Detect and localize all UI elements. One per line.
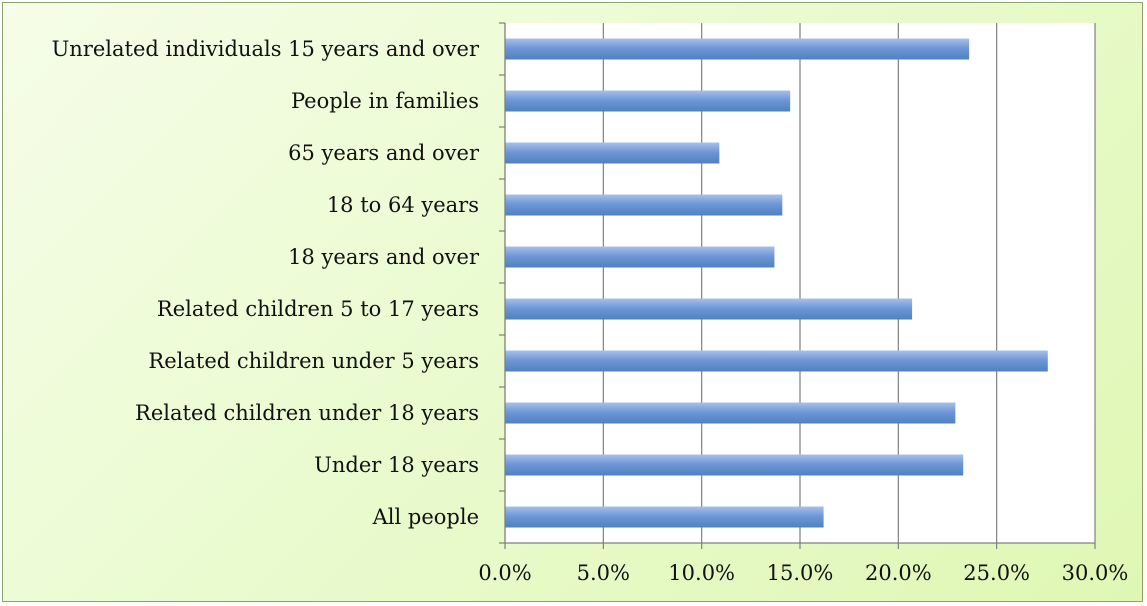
bar: [505, 454, 964, 476]
x-tick-label: 30.0%: [1062, 561, 1129, 585]
bars: [505, 38, 1048, 528]
bar: [505, 142, 720, 164]
bar: [505, 298, 913, 320]
bar: [505, 90, 791, 112]
bar: [505, 194, 783, 216]
category-label: 18 to 64 years: [327, 193, 479, 217]
category-label: All people: [372, 505, 479, 529]
category-label: Related children under 18 years: [135, 401, 479, 425]
bar: [505, 350, 1048, 372]
x-tick-label: 0.0%: [478, 561, 531, 585]
x-tick-label: 10.0%: [668, 561, 735, 585]
category-label: Related children 5 to 17 years: [157, 297, 479, 321]
category-label: 65 years and over: [288, 141, 480, 165]
axes: [499, 22, 1096, 549]
x-tick-label: 25.0%: [963, 561, 1030, 585]
x-tick-label: 15.0%: [767, 561, 834, 585]
bar: [505, 246, 775, 268]
bar: [505, 38, 970, 60]
bar: [505, 506, 824, 528]
category-labels: All people Under 18 years Related children…: [52, 37, 480, 529]
x-tick-label: 20.0%: [865, 561, 932, 585]
bar: [505, 402, 956, 424]
x-tick-labels: 0.0% 5.0% 10.0% 15.0% 20.0% 25.0% 30.0%: [478, 561, 1128, 585]
category-label: Unrelated individuals 15 years and over: [52, 37, 480, 61]
x-tick-label: 5.0%: [577, 561, 630, 585]
category-label: 18 years and over: [288, 245, 480, 269]
bar-chart: All people Under 18 years Related children…: [52, 22, 1128, 585]
category-label: Under 18 years: [314, 453, 479, 477]
category-label: Related children under 5 years: [148, 349, 479, 373]
category-label: People in families: [291, 89, 479, 113]
